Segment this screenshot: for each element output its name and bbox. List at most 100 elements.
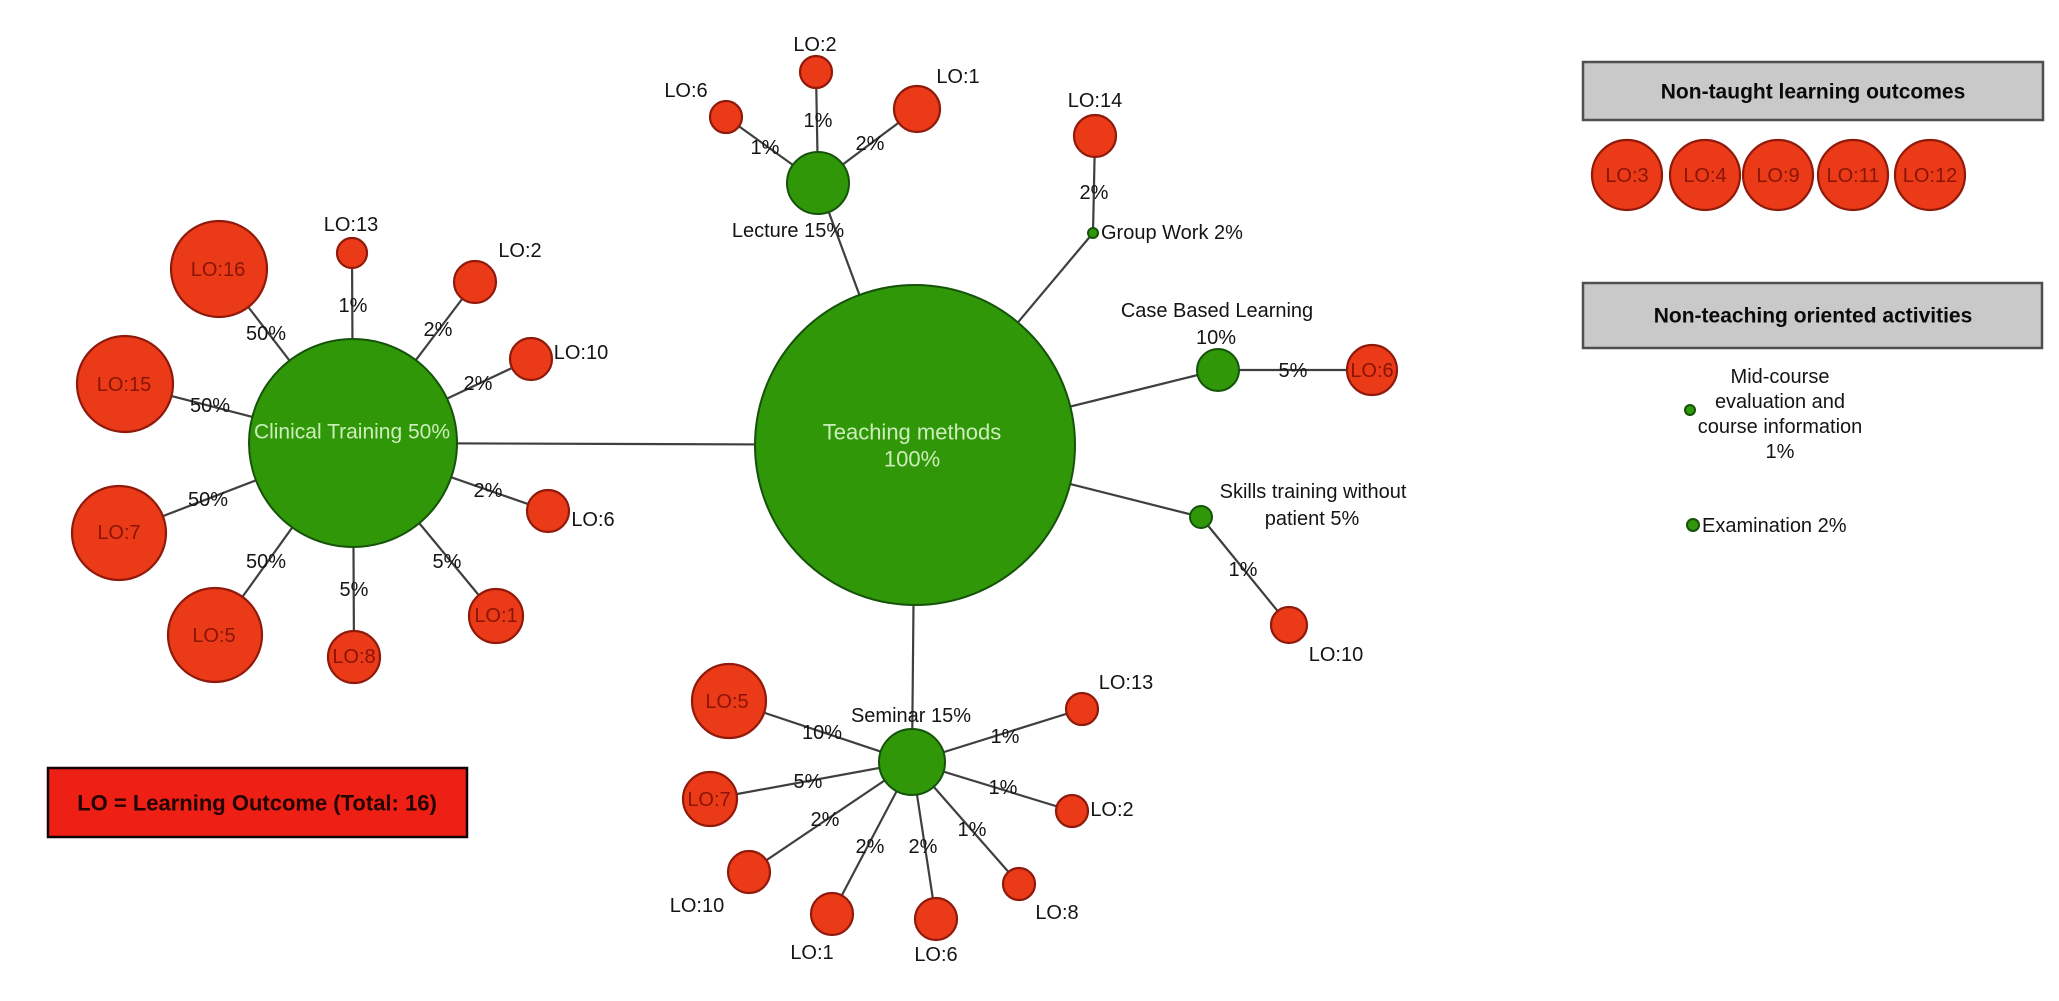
node-clinical-lo5: [166, 586, 264, 684]
node-seminar-lo8: [1001, 866, 1037, 902]
label-clinical-lo16: LO:16: [191, 259, 245, 281]
node-seminar-lo6: [913, 896, 959, 942]
label-nontaught-lo3: LO:3: [1605, 165, 1648, 187]
label-seminar-lo5: LO:5: [705, 691, 748, 713]
node-clinical-training: [248, 338, 458, 548]
pct-clinical-lo10: 2%: [464, 373, 493, 395]
pct-seminar-lo13: 1%: [991, 726, 1020, 748]
label-clinical-lo6: LO:6: [571, 509, 614, 531]
label-clinical-lo13: LO:13: [324, 214, 378, 236]
non-teaching-header-title: Non-teaching oriented activities: [1654, 305, 1973, 328]
label-mid-course-line2: evaluation and: [1715, 391, 1845, 413]
label-lecture-lo6: LO:6: [664, 80, 707, 102]
label-lecture-lo1: LO:1: [936, 66, 979, 88]
legend: LO = Learning Outcome (Total: 16): [46, 766, 469, 839]
pct-clinical-lo1: 5%: [433, 551, 462, 573]
label-seminar-lo1: LO:1: [790, 942, 833, 964]
pct-casebased-lo6: 5%: [1279, 360, 1308, 382]
label-teaching-methods-line2: 100%: [884, 447, 940, 472]
label-clinical-lo10: LO:10: [554, 342, 608, 364]
node-lecture-lo2: [798, 54, 834, 90]
label-seminar-lo2: LO:2: [1090, 799, 1133, 821]
node-seminar-lo5: [690, 662, 768, 740]
node-skills-training: [1189, 505, 1213, 529]
node-seminar-lo1: [809, 891, 855, 937]
label-lecture: Lecture 15%: [732, 220, 845, 242]
label-mid-course-line1: Mid-course: [1731, 366, 1830, 388]
pct-clinical-lo6: 2%: [474, 480, 503, 502]
node-clinical-lo16: [169, 219, 269, 319]
label-skills-line2: patient 5%: [1265, 508, 1360, 530]
label-clinical-lo2: LO:2: [498, 240, 541, 262]
pct-seminar-lo2: 1%: [989, 777, 1018, 799]
label-clinical-lo1: LO:1: [474, 605, 517, 627]
pct-clinical-lo7: 50%: [188, 489, 228, 511]
node-seminar-lo7: [681, 770, 739, 828]
node-casebased-lo6: [1345, 343, 1399, 397]
label-seminar-lo6: LO:6: [914, 944, 957, 966]
label-clinical-lo8: LO:8: [332, 646, 375, 668]
pct-lecture-lo6: 1%: [751, 137, 780, 159]
pct-seminar-lo6: 2%: [909, 836, 938, 858]
pct-seminar-lo1: 2%: [856, 836, 885, 858]
label-casebased-lo6: LO:6: [1350, 360, 1393, 382]
label-groupwork-lo14: LO:14: [1068, 90, 1122, 112]
label-clinical-lo15: LO:15: [97, 374, 151, 396]
node-group-work: [1087, 227, 1099, 239]
label-case-based-title: Case Based Learning: [1121, 300, 1313, 322]
labels: Teaching methods 100% Clinical Training …: [97, 34, 1407, 966]
label-seminar-lo8: LO:8: [1035, 902, 1078, 924]
node-nontaught-lo12: [1893, 138, 1967, 212]
non-taught-header-box: [1581, 60, 2045, 122]
node-clinical-lo7: [70, 484, 168, 582]
legend-box: [46, 766, 469, 839]
pct-lecture-lo1: 2%: [856, 133, 885, 155]
examination-bullet-icon: [1686, 518, 1700, 532]
pct-clinical-lo15: 50%: [190, 395, 230, 417]
node-nontaught-lo3: [1590, 138, 1664, 212]
pct-skills-lo10: 1%: [1229, 559, 1258, 581]
edge-seminar-lo7: [709, 760, 913, 801]
label-clinical-lo7: LO:7: [97, 522, 140, 544]
label-mid-course-line3: course information: [1698, 416, 1863, 438]
label-seminar-lo7: LO:7: [687, 789, 730, 811]
node-nontaught-lo9: [1741, 138, 1815, 212]
label-nontaught-lo9: LO:9: [1756, 165, 1799, 187]
pct-clinical-lo13: 1%: [339, 295, 368, 317]
label-seminar-lo13: LO:13: [1099, 672, 1153, 694]
node-clinical-lo2: [452, 259, 498, 305]
pct-clinical-lo16: 50%: [246, 323, 286, 345]
node-case-based-learning: [1196, 348, 1240, 392]
node-groupwork-lo14: [1072, 113, 1118, 159]
pct-seminar-lo8: 1%: [958, 819, 987, 841]
legend-label: LO = Learning Outcome (Total: 16): [77, 791, 437, 816]
label-skills-line1: Skills training without: [1220, 481, 1407, 503]
label-group-work: Group Work 2%: [1101, 222, 1243, 244]
node-nontaught-lo4: [1668, 138, 1742, 212]
node-clinical-lo8: [326, 629, 382, 685]
method-nodes: [248, 151, 1240, 796]
non-taught-header-title: Non-taught learning outcomes: [1661, 81, 1966, 104]
node-seminar-lo2: [1054, 793, 1090, 829]
label-case-based-pct: 10%: [1196, 327, 1236, 349]
node-clinical-lo10: [508, 336, 554, 382]
mid-course-bullet-icon: [1684, 404, 1696, 416]
label-seminar: Seminar 15%: [851, 705, 971, 727]
label-mid-course-pct: 1%: [1766, 441, 1795, 463]
pct-clinical-lo8: 5%: [340, 579, 369, 601]
panel-non-taught: Non-taught learning outcomes LO:3 LO:4 L…: [1581, 60, 2045, 212]
node-lecture: [786, 151, 850, 215]
pct-seminar-lo10: 2%: [811, 809, 840, 831]
outcome-nodes: [70, 54, 1399, 942]
edge-skills-lo10: [1200, 516, 1290, 626]
node-clinical-lo1: [467, 587, 525, 645]
label-examination: Examination 2%: [1702, 515, 1847, 537]
node-clinical-lo15: [75, 334, 175, 434]
node-seminar-lo13: [1064, 691, 1100, 727]
label-nontaught-lo12: LO:12: [1903, 165, 1957, 187]
label-clinical-training: Clinical Training 50%: [254, 421, 450, 444]
node-teaching-methods: [754, 284, 1076, 606]
pct-groupwork-lo14: 2%: [1080, 182, 1109, 204]
label-lecture-lo2: LO:2: [793, 34, 836, 56]
